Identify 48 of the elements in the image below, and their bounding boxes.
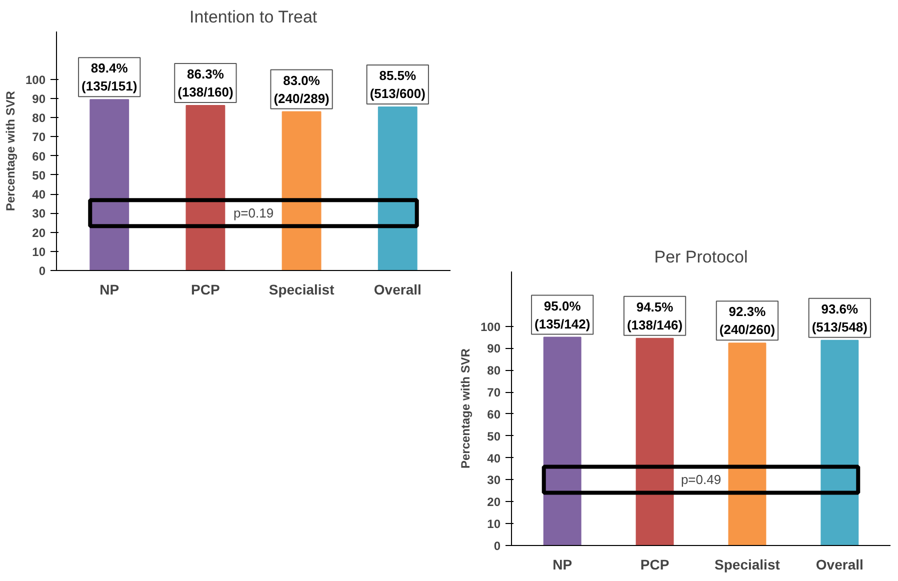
bar (186, 104, 226, 270)
y-tick-label: 10 (32, 244, 46, 259)
y-tick-label: 100 (480, 320, 501, 334)
y-tick-label: 0 (38, 264, 46, 278)
y-tick-label: 60 (487, 407, 501, 422)
annotation: p=0.49 (680, 472, 722, 488)
y-tick-label: 20 (32, 226, 46, 240)
data-label: 95.0% (135/142) (534, 298, 590, 332)
y-tick-label: 10 (487, 517, 501, 532)
y-tick-label: 70 (487, 386, 501, 400)
y-tick-label: 50 (32, 168, 46, 182)
y-tick-label: 70 (32, 130, 46, 144)
y-tick-label: 40 (32, 188, 46, 202)
bar (378, 106, 418, 270)
chart-title: Per Protocol (654, 248, 748, 266)
y-tick-label: 20 (487, 495, 501, 510)
x-tick-label: Overall (816, 556, 864, 572)
x-tick-label: NP (100, 282, 120, 298)
y-tick-label: 30 (487, 473, 501, 488)
y-tick-label: 40 (487, 451, 501, 466)
annotation: p=0.19 (233, 206, 274, 221)
y-tick-label: 100 (25, 72, 46, 87)
data-label: 92.3% (240/260) (719, 304, 776, 338)
y-tick-label: 60 (32, 149, 46, 164)
x-tick-label: Overall (374, 282, 422, 298)
chart-title: Intention to Treat (190, 8, 318, 26)
x-tick-label: Specialist (268, 282, 335, 298)
y-tick-label: 50 (487, 429, 501, 444)
x-tick-label: Specialist (714, 556, 780, 572)
data-label: 83.0% (240/289) (274, 72, 330, 106)
bar (90, 99, 130, 270)
x-tick-label: NP (552, 556, 572, 572)
y-axis-title: Percentage with SVR (458, 348, 472, 469)
data-label: 86.3% (138/160) (178, 66, 234, 100)
x-tick-label: PCP (191, 282, 220, 298)
data-label: 94.5% (138/146) (626, 299, 683, 332)
x-tick-label: PCP (640, 556, 670, 572)
y-tick-label: 0 (494, 539, 501, 553)
y-tick-label: 90 (32, 92, 46, 106)
data-label: 89.4% (135/151) (82, 60, 138, 94)
y-axis-title: Percentage with SVR (3, 90, 18, 212)
y-tick-label: 90 (487, 342, 501, 356)
bar (282, 111, 322, 270)
y-tick-label: 80 (32, 111, 46, 126)
data-label: 93.6% (513/548) (812, 301, 868, 334)
y-tick-label: 30 (32, 206, 46, 221)
data-label: 85.5% (513/600) (370, 68, 426, 102)
y-tick-label: 80 (487, 364, 501, 378)
